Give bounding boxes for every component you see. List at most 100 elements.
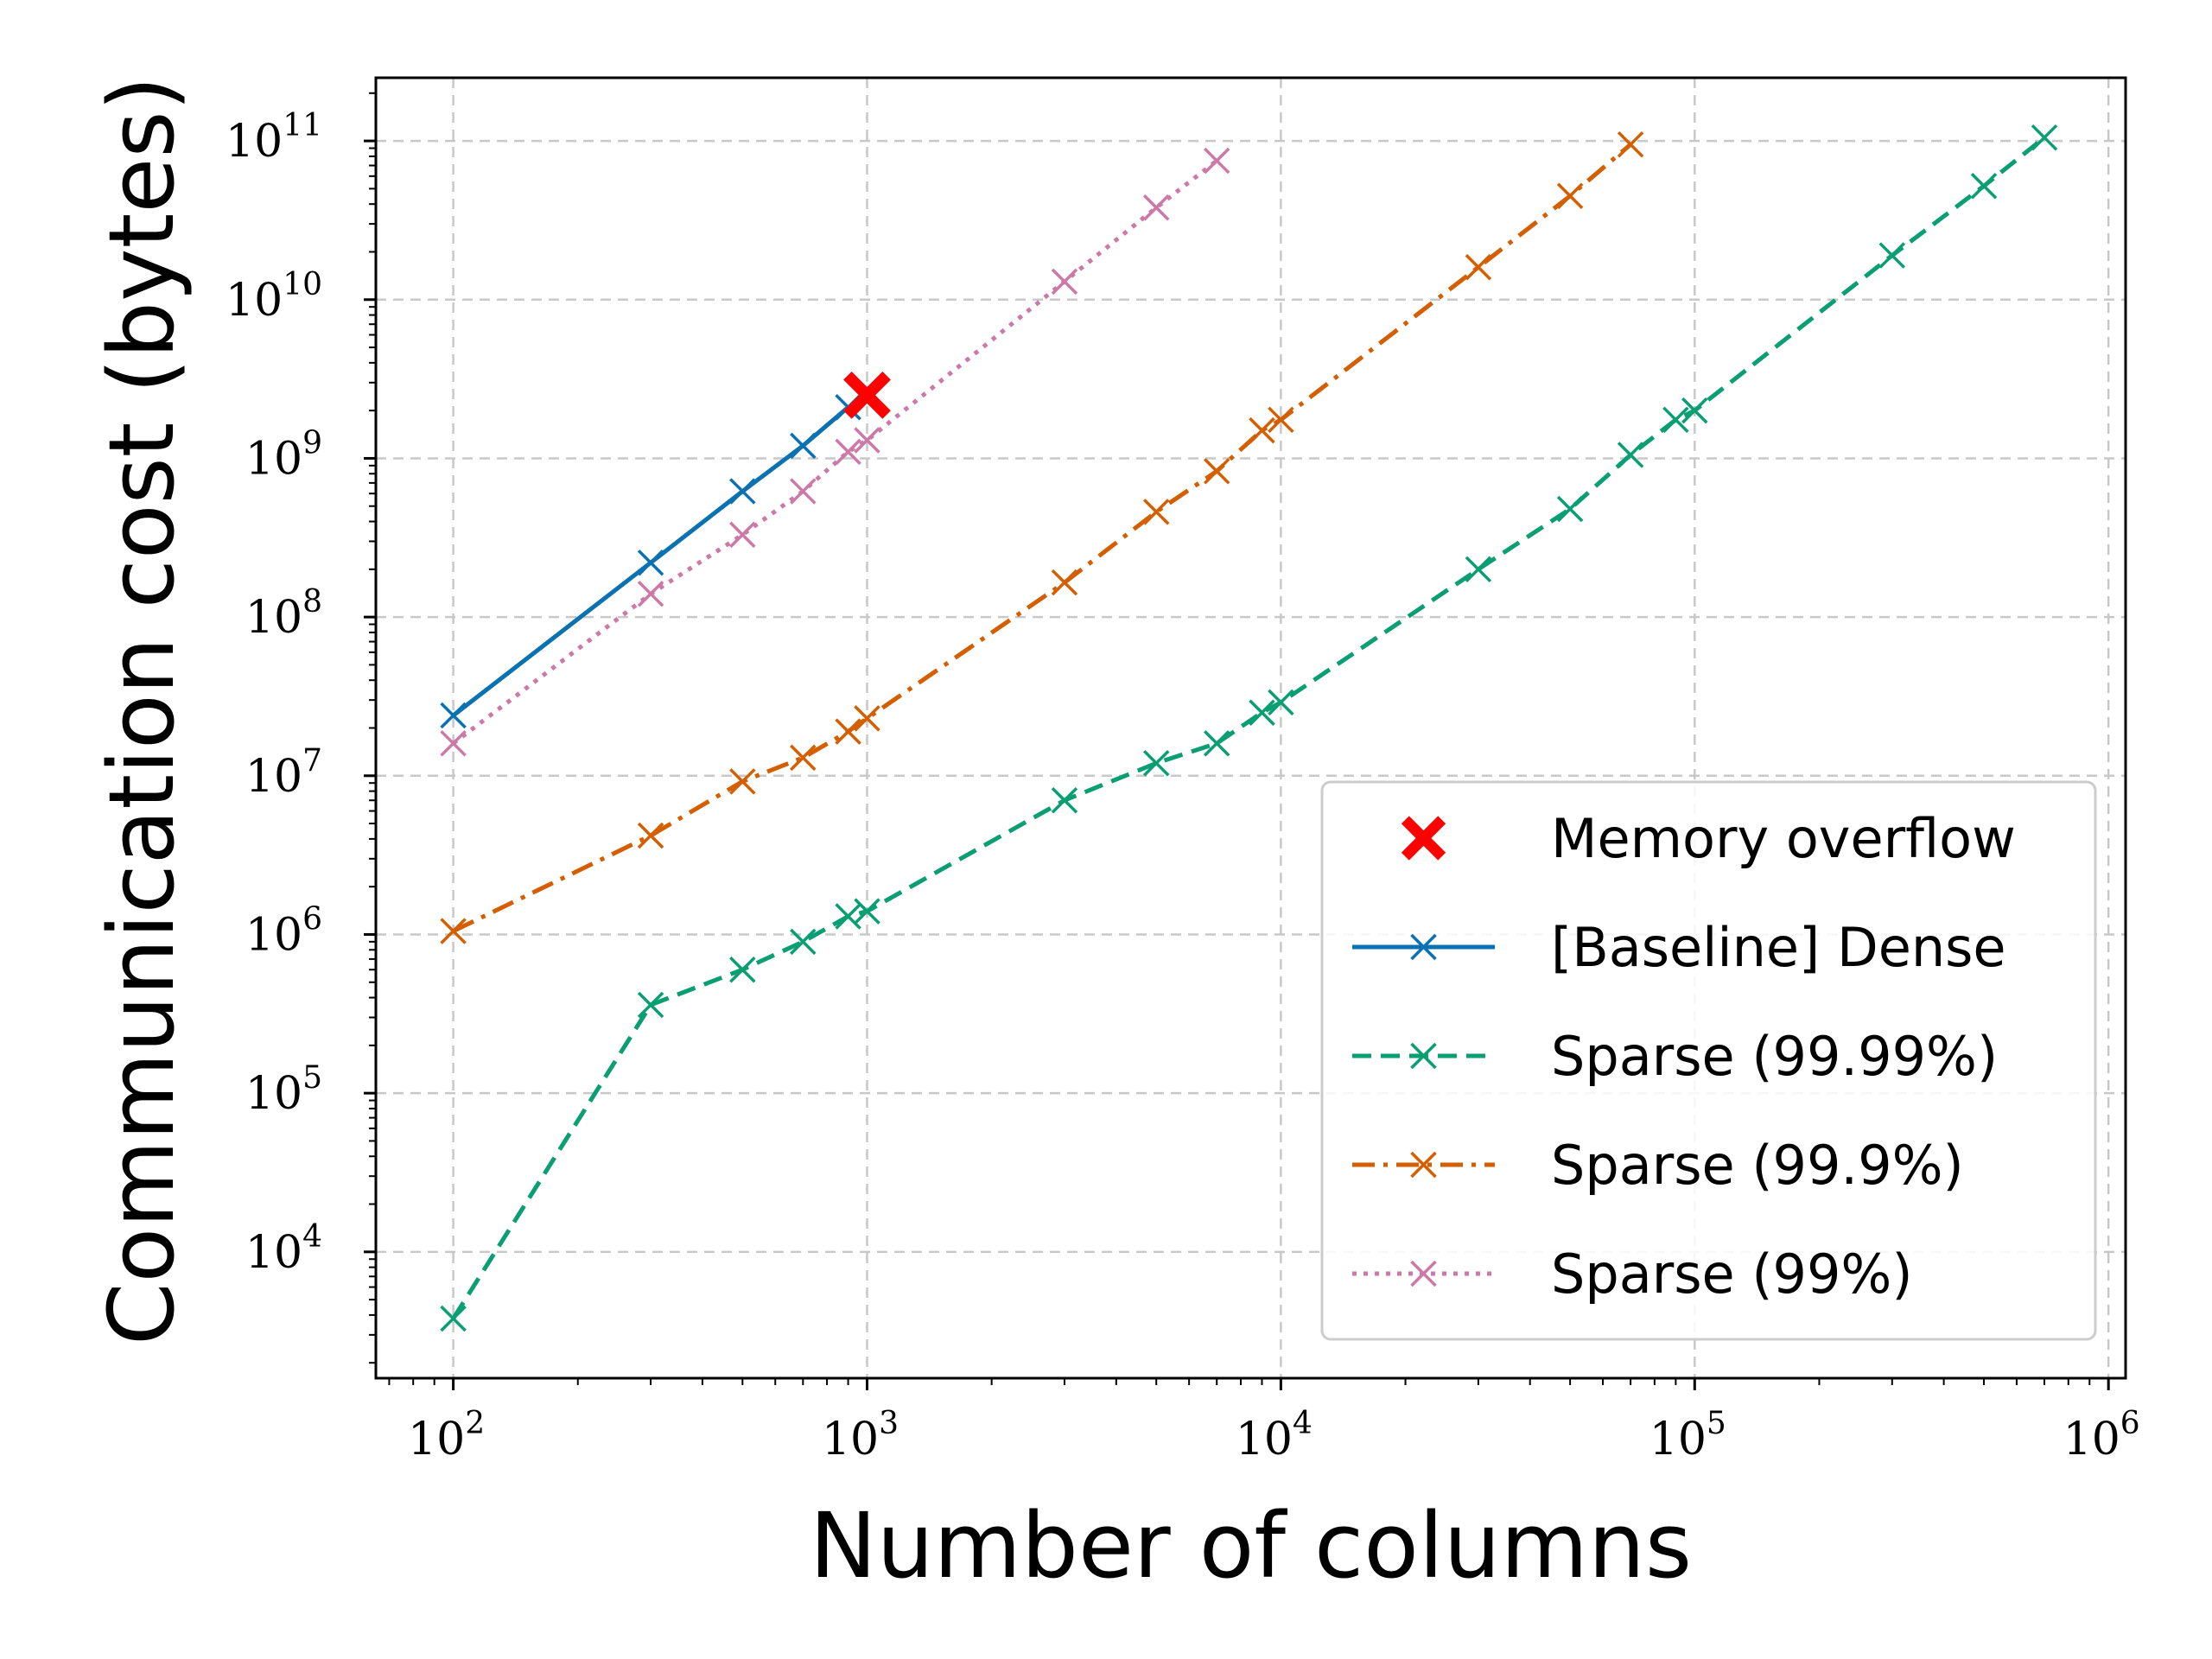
data-point-marker xyxy=(1465,254,1492,281)
y-tick-base: 10 xyxy=(245,751,302,803)
series-layer xyxy=(440,124,2058,1332)
marker-stroke xyxy=(1970,173,1998,200)
marker-stroke xyxy=(637,822,664,849)
data-point-marker xyxy=(854,898,880,925)
series-0 xyxy=(440,394,861,729)
annotation-layer xyxy=(843,371,891,419)
y-tick-exponent: 6 xyxy=(302,901,322,937)
data-point-marker xyxy=(637,822,664,849)
marker-stroke xyxy=(835,718,861,745)
major-ticks xyxy=(364,139,2110,1390)
legend-handle-3 xyxy=(1352,1260,1495,1287)
x-tick-exponent: 5 xyxy=(1707,1406,1726,1441)
x-tick-exponent: 3 xyxy=(879,1406,899,1441)
y-tick-exponent: 10 xyxy=(283,267,322,302)
data-point-marker xyxy=(1051,268,1078,296)
y-tick-exponent: 11 xyxy=(283,108,322,143)
data-point-marker xyxy=(1878,242,1906,269)
legend: Memory overflow [Baseline] Dense Sparse (9… xyxy=(1320,780,2097,1341)
data-point-marker xyxy=(729,956,756,983)
data-point-marker xyxy=(1203,730,1230,757)
legend-handle-2 xyxy=(1352,1151,1495,1179)
data-point-marker xyxy=(729,768,756,795)
data-point-marker xyxy=(440,702,467,729)
marker-stroke xyxy=(637,991,664,1019)
legend-marker xyxy=(1410,1260,1437,1287)
data-point-marker xyxy=(1556,182,1584,210)
marker-stroke xyxy=(1268,689,1294,716)
x-bar xyxy=(1401,816,1446,861)
x-tick-base: 10 xyxy=(1236,1414,1293,1465)
y-tick-base: 10 xyxy=(245,592,302,644)
x-tick-exponent: 4 xyxy=(1293,1406,1313,1441)
legend-marker xyxy=(1410,1151,1437,1179)
marker-stroke xyxy=(1662,406,1689,434)
marker-stroke xyxy=(1681,397,1708,424)
marker-stroke xyxy=(1142,750,1170,777)
data-point-marker xyxy=(1556,495,1584,523)
data-point-marker xyxy=(729,521,756,549)
data-point-marker xyxy=(1249,416,1275,444)
marker-stroke xyxy=(854,705,880,732)
marker-stroke xyxy=(637,549,664,576)
data-point-marker xyxy=(1268,406,1294,434)
data-point-marker xyxy=(1249,699,1275,726)
data-point-marker xyxy=(1617,442,1644,468)
marker-stroke xyxy=(440,1305,467,1332)
data-point-marker xyxy=(790,432,817,460)
data-point-marker xyxy=(2031,124,2058,151)
marker-stroke xyxy=(790,478,817,505)
data-point-marker xyxy=(440,1305,467,1332)
x-tick-label: 105 xyxy=(1649,1406,1726,1465)
data-point-marker xyxy=(1617,130,1644,158)
series-1 xyxy=(440,124,2058,1332)
marker-stroke xyxy=(1203,730,1230,757)
data-point-marker xyxy=(835,718,861,745)
plot-frame xyxy=(374,76,2127,1380)
y-tick-exponent: 7 xyxy=(302,743,322,779)
data-point-marker xyxy=(440,918,467,944)
y-tick-label: 1010 xyxy=(226,267,322,327)
marker-stroke xyxy=(729,768,756,795)
marker-stroke xyxy=(1249,416,1275,444)
y-tick-exponent: 9 xyxy=(302,425,322,461)
marker-stroke xyxy=(637,581,664,607)
marker-stroke xyxy=(835,903,861,930)
data-point-marker xyxy=(637,991,664,1019)
legend-label: Sparse (99.9%) xyxy=(1551,1134,1964,1197)
legend-label: Sparse (99.99%) xyxy=(1551,1025,1998,1088)
data-point-marker xyxy=(1268,689,1294,716)
legend-handle-1 xyxy=(1352,1042,1495,1070)
legend-marker xyxy=(1410,1042,1437,1070)
data-point-marker xyxy=(790,478,817,505)
marker-stroke xyxy=(835,438,861,466)
series-3 xyxy=(440,147,1230,757)
marker-stroke xyxy=(1268,406,1294,434)
y-tick-base: 10 xyxy=(245,1068,302,1120)
data-point-marker xyxy=(790,744,817,772)
data-point-marker xyxy=(790,928,817,956)
x-tick-labels: 102 103 104 105 106 xyxy=(408,1406,2140,1465)
marker-stroke xyxy=(1249,699,1275,726)
x-tick-label: 103 xyxy=(822,1406,899,1465)
y-tick-exponent: 5 xyxy=(302,1060,322,1096)
x-tick-base: 10 xyxy=(2063,1414,2120,1465)
data-point-marker xyxy=(637,581,664,607)
x-tick-exponent: 2 xyxy=(465,1406,485,1441)
data-point-marker xyxy=(1203,458,1230,485)
data-point-marker xyxy=(440,730,467,757)
marker-stroke xyxy=(729,521,756,549)
data-point-marker xyxy=(854,705,880,732)
y-tick-base: 10 xyxy=(245,1227,302,1279)
series-line xyxy=(452,159,1218,746)
legend-label: [Baseline] Dense xyxy=(1551,916,2006,979)
marker-stroke xyxy=(790,744,817,772)
y-tick-exponent: 8 xyxy=(302,584,322,620)
y-tick-base: 10 xyxy=(245,433,302,485)
marker-stroke xyxy=(440,918,467,944)
legend-handle-0 xyxy=(1352,933,1495,961)
data-point-marker xyxy=(1051,787,1078,814)
data-point-marker xyxy=(1970,173,1998,200)
